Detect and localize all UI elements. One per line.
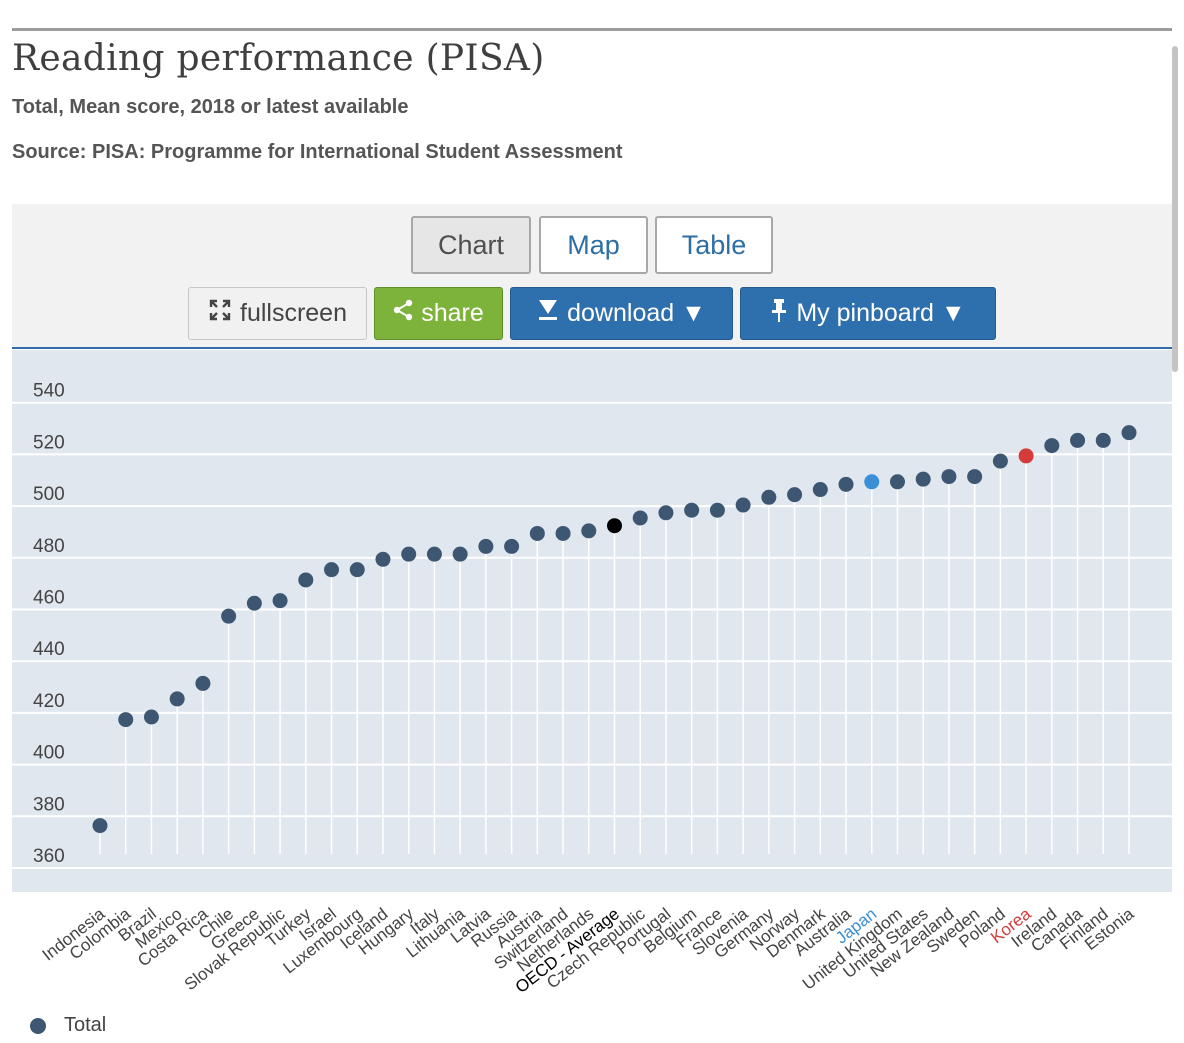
plot-area — [12, 350, 1172, 892]
data-point — [992, 453, 1008, 469]
data-point — [658, 505, 674, 521]
data-point — [504, 538, 520, 554]
data-point — [941, 469, 957, 485]
data-point — [169, 691, 185, 707]
tab-map[interactable]: Map — [539, 216, 648, 274]
data-point — [92, 818, 108, 834]
data-point — [581, 523, 597, 539]
expand-arrows-icon — [208, 298, 232, 329]
data-point — [1095, 432, 1111, 448]
share-label: share — [421, 299, 484, 327]
data-point — [889, 474, 905, 490]
fullscreen-button[interactable]: fullscreen — [188, 287, 367, 340]
share-button[interactable]: share — [374, 287, 503, 340]
y-tick-label: 480 — [33, 536, 65, 557]
data-point — [607, 518, 622, 534]
data-point — [1044, 438, 1060, 454]
tab-chart[interactable]: Chart — [411, 216, 531, 274]
tab-table[interactable]: Table — [655, 216, 773, 274]
data-point — [221, 608, 237, 624]
y-tick-label: 360 — [33, 846, 65, 867]
chart-subtitle: Total, Mean score, 2018 or latest availa… — [12, 96, 409, 118]
top-rule — [12, 28, 1172, 31]
data-point — [735, 497, 751, 513]
y-tick-label: 520 — [33, 432, 65, 453]
data-point — [812, 482, 828, 498]
data-point — [349, 562, 365, 578]
scrollbar[interactable] — [1172, 46, 1178, 372]
legend[interactable]: Total — [30, 1014, 106, 1037]
data-point — [1121, 425, 1137, 441]
pinboard-label: My pinboard ▼ — [796, 299, 966, 327]
data-point — [195, 675, 211, 691]
y-tick-label: 500 — [33, 484, 65, 505]
page-title: Reading performance (PISA) — [12, 38, 545, 79]
data-point — [915, 471, 931, 487]
legend-label: Total — [64, 1014, 107, 1036]
data-point — [684, 502, 700, 518]
data-point — [478, 538, 494, 554]
data-point — [324, 562, 340, 578]
download-button[interactable]: download ▼ — [510, 287, 733, 340]
data-point — [761, 489, 777, 505]
data-point — [298, 572, 314, 588]
data-point — [787, 487, 803, 503]
data-point — [864, 474, 880, 490]
data-point — [555, 525, 571, 541]
data-point — [375, 551, 391, 567]
data-point — [246, 595, 262, 611]
pushpin-icon — [770, 297, 788, 330]
fullscreen-label: fullscreen — [240, 299, 347, 327]
y-tick-label: 540 — [33, 381, 65, 402]
data-point — [838, 476, 854, 492]
data-point — [426, 546, 442, 562]
share-nodes-icon — [393, 299, 413, 328]
chart-source: Source: PISA: Programme for Internationa… — [12, 141, 623, 163]
y-tick-label: 400 — [33, 743, 65, 764]
y-tick-label: 420 — [33, 691, 65, 712]
data-point — [118, 712, 134, 728]
data-point — [1070, 432, 1086, 448]
chart-top-border — [12, 347, 1172, 349]
legend-marker — [30, 1017, 46, 1034]
y-tick-label: 440 — [33, 639, 65, 660]
data-point — [452, 546, 468, 562]
data-point — [272, 593, 288, 609]
download-arrow-icon — [537, 298, 559, 329]
data-point — [529, 525, 545, 541]
y-tick-label: 460 — [33, 588, 65, 609]
data-point — [709, 502, 725, 518]
data-point — [401, 546, 417, 562]
download-label: download ▼ — [567, 299, 706, 327]
y-tick-label: 380 — [33, 794, 65, 815]
pinboard-button[interactable]: My pinboard ▼ — [740, 287, 996, 340]
data-point — [143, 709, 159, 725]
data-point — [967, 469, 983, 485]
data-point — [1018, 448, 1034, 464]
data-point — [632, 510, 648, 526]
